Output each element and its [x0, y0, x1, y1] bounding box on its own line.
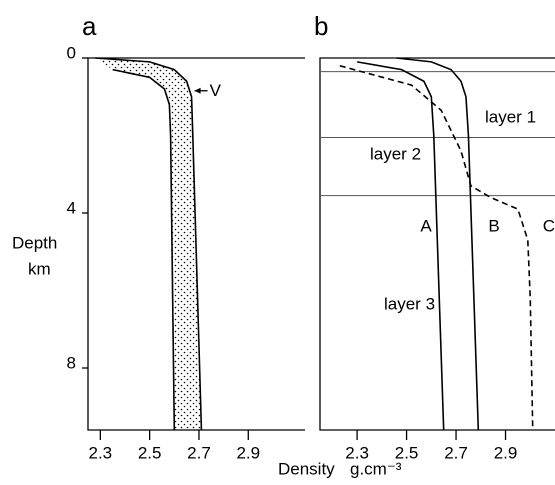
- density-curve: [112, 68, 176, 431]
- x-tick-label: 2.5: [395, 443, 419, 462]
- layer-label: layer 2: [370, 144, 421, 163]
- density-curve: [339, 64, 534, 431]
- x-tick-label: 2.7: [444, 443, 468, 462]
- density-curve: [95, 57, 203, 431]
- panel-label: b: [314, 11, 328, 41]
- density-curve: [396, 57, 480, 431]
- x-tick-label: 2.9: [236, 443, 260, 462]
- y-axis-label: Depth: [12, 233, 57, 252]
- annotation: V: [210, 81, 222, 100]
- layer-label: layer 3: [384, 294, 435, 313]
- curve-label: B: [488, 216, 499, 235]
- axes-frame: [319, 57, 555, 431]
- shaded-band: [95, 58, 202, 430]
- density-curve: [356, 61, 445, 431]
- x-tick-label: 2.9: [494, 443, 518, 462]
- x-tick-label: 2.3: [89, 443, 113, 462]
- curve-label: A: [420, 216, 432, 235]
- y-tick-label: 0: [67, 43, 76, 62]
- annotation-arrowhead: [194, 87, 201, 94]
- y-axis-unit: km: [28, 259, 51, 278]
- curve-label: C: [543, 216, 555, 235]
- x-tick-label: 2.7: [187, 443, 211, 462]
- x-axis-label: Density: [278, 459, 335, 478]
- x-tick-label: 2.3: [345, 443, 369, 462]
- panel-label: a: [82, 11, 97, 41]
- x-tick-label: 2.5: [138, 443, 162, 462]
- x-axis-unit: g.cm⁻³: [350, 459, 402, 478]
- layer-label: layer 1: [485, 107, 536, 126]
- y-tick-label: 4: [67, 198, 76, 217]
- y-tick-label: 8: [67, 353, 76, 372]
